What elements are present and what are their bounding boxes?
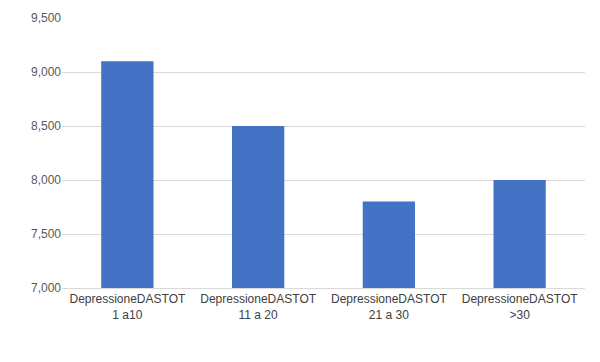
svg-text:DepressioneDASTOT11 a 20: DepressioneDASTOT11 a 20 [200, 292, 316, 322]
svg-text:DepressioneDASTOT>30: DepressioneDASTOT>30 [462, 292, 578, 322]
svg-text:9,500: 9,500 [31, 11, 61, 25]
svg-text:DepressioneDASTOT1 a10: DepressioneDASTOT1 a10 [69, 292, 185, 322]
svg-text:9,000: 9,000 [31, 65, 61, 79]
svg-text:7,500: 7,500 [31, 227, 61, 241]
svg-text:8,500: 8,500 [31, 119, 61, 133]
svg-text:8,000: 8,000 [31, 173, 61, 187]
svg-text:DepressioneDASTOT21 a 30: DepressioneDASTOT21 a 30 [331, 292, 447, 322]
svg-text:7,000: 7,000 [31, 281, 61, 295]
